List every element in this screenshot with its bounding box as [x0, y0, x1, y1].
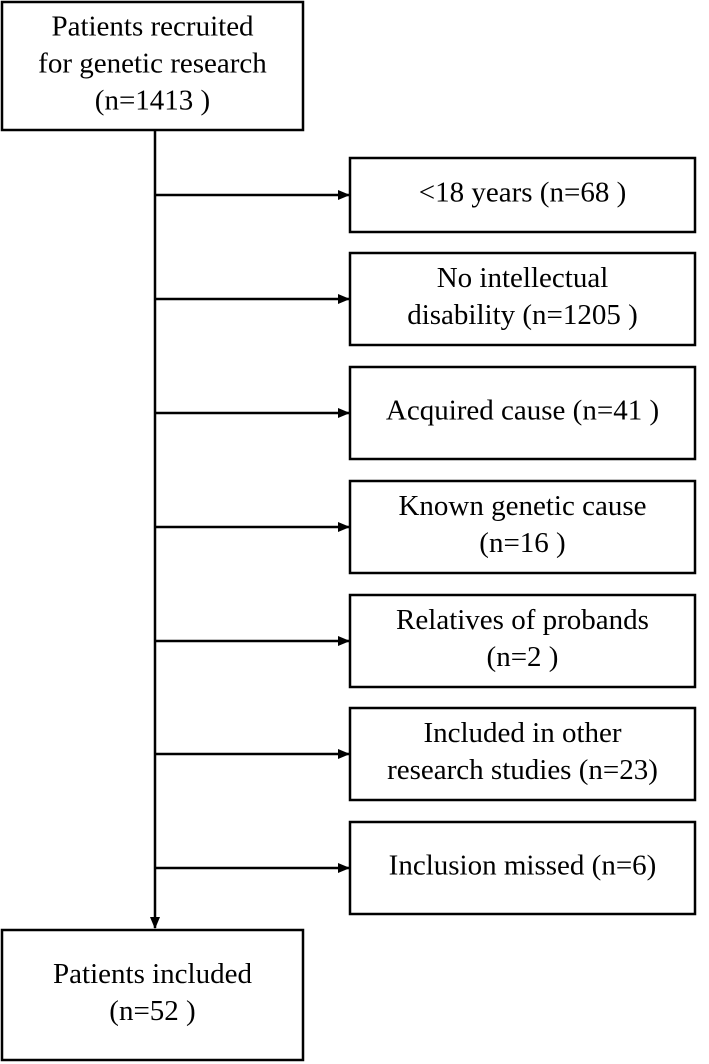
node-box	[348, 820, 697, 916]
node-label: research studies (n=23)	[387, 754, 658, 786]
node-label: Acquired cause (n=41 )	[386, 395, 659, 427]
node-box	[348, 365, 697, 461]
node-box	[348, 479, 697, 575]
node-label: Included in other	[423, 717, 621, 749]
node-label: Known genetic cause	[398, 490, 646, 522]
node-label: (n=1413 )	[95, 85, 210, 117]
node-label: Relatives of probands	[396, 604, 649, 636]
node-label: Patients recruited	[51, 11, 254, 43]
node-label: Patients included	[53, 958, 252, 990]
node-label: for genetic research	[38, 48, 267, 80]
node-label: Inclusion missed (n=6)	[389, 850, 657, 882]
node-box	[0, 928, 305, 1062]
node-label: disability (n=1205 )	[407, 299, 638, 331]
node-label: No intellectual	[437, 262, 609, 294]
node-label: <18 years (n=68 )	[419, 177, 626, 209]
node-box	[348, 706, 697, 802]
node-label: (n=2 )	[487, 641, 559, 673]
node-label: (n=52 )	[109, 995, 195, 1027]
node-box	[0, 0, 305, 132]
node-box	[348, 593, 697, 689]
node-box	[348, 251, 697, 347]
node-box	[348, 156, 697, 234]
node-label: (n=16 )	[479, 527, 565, 559]
